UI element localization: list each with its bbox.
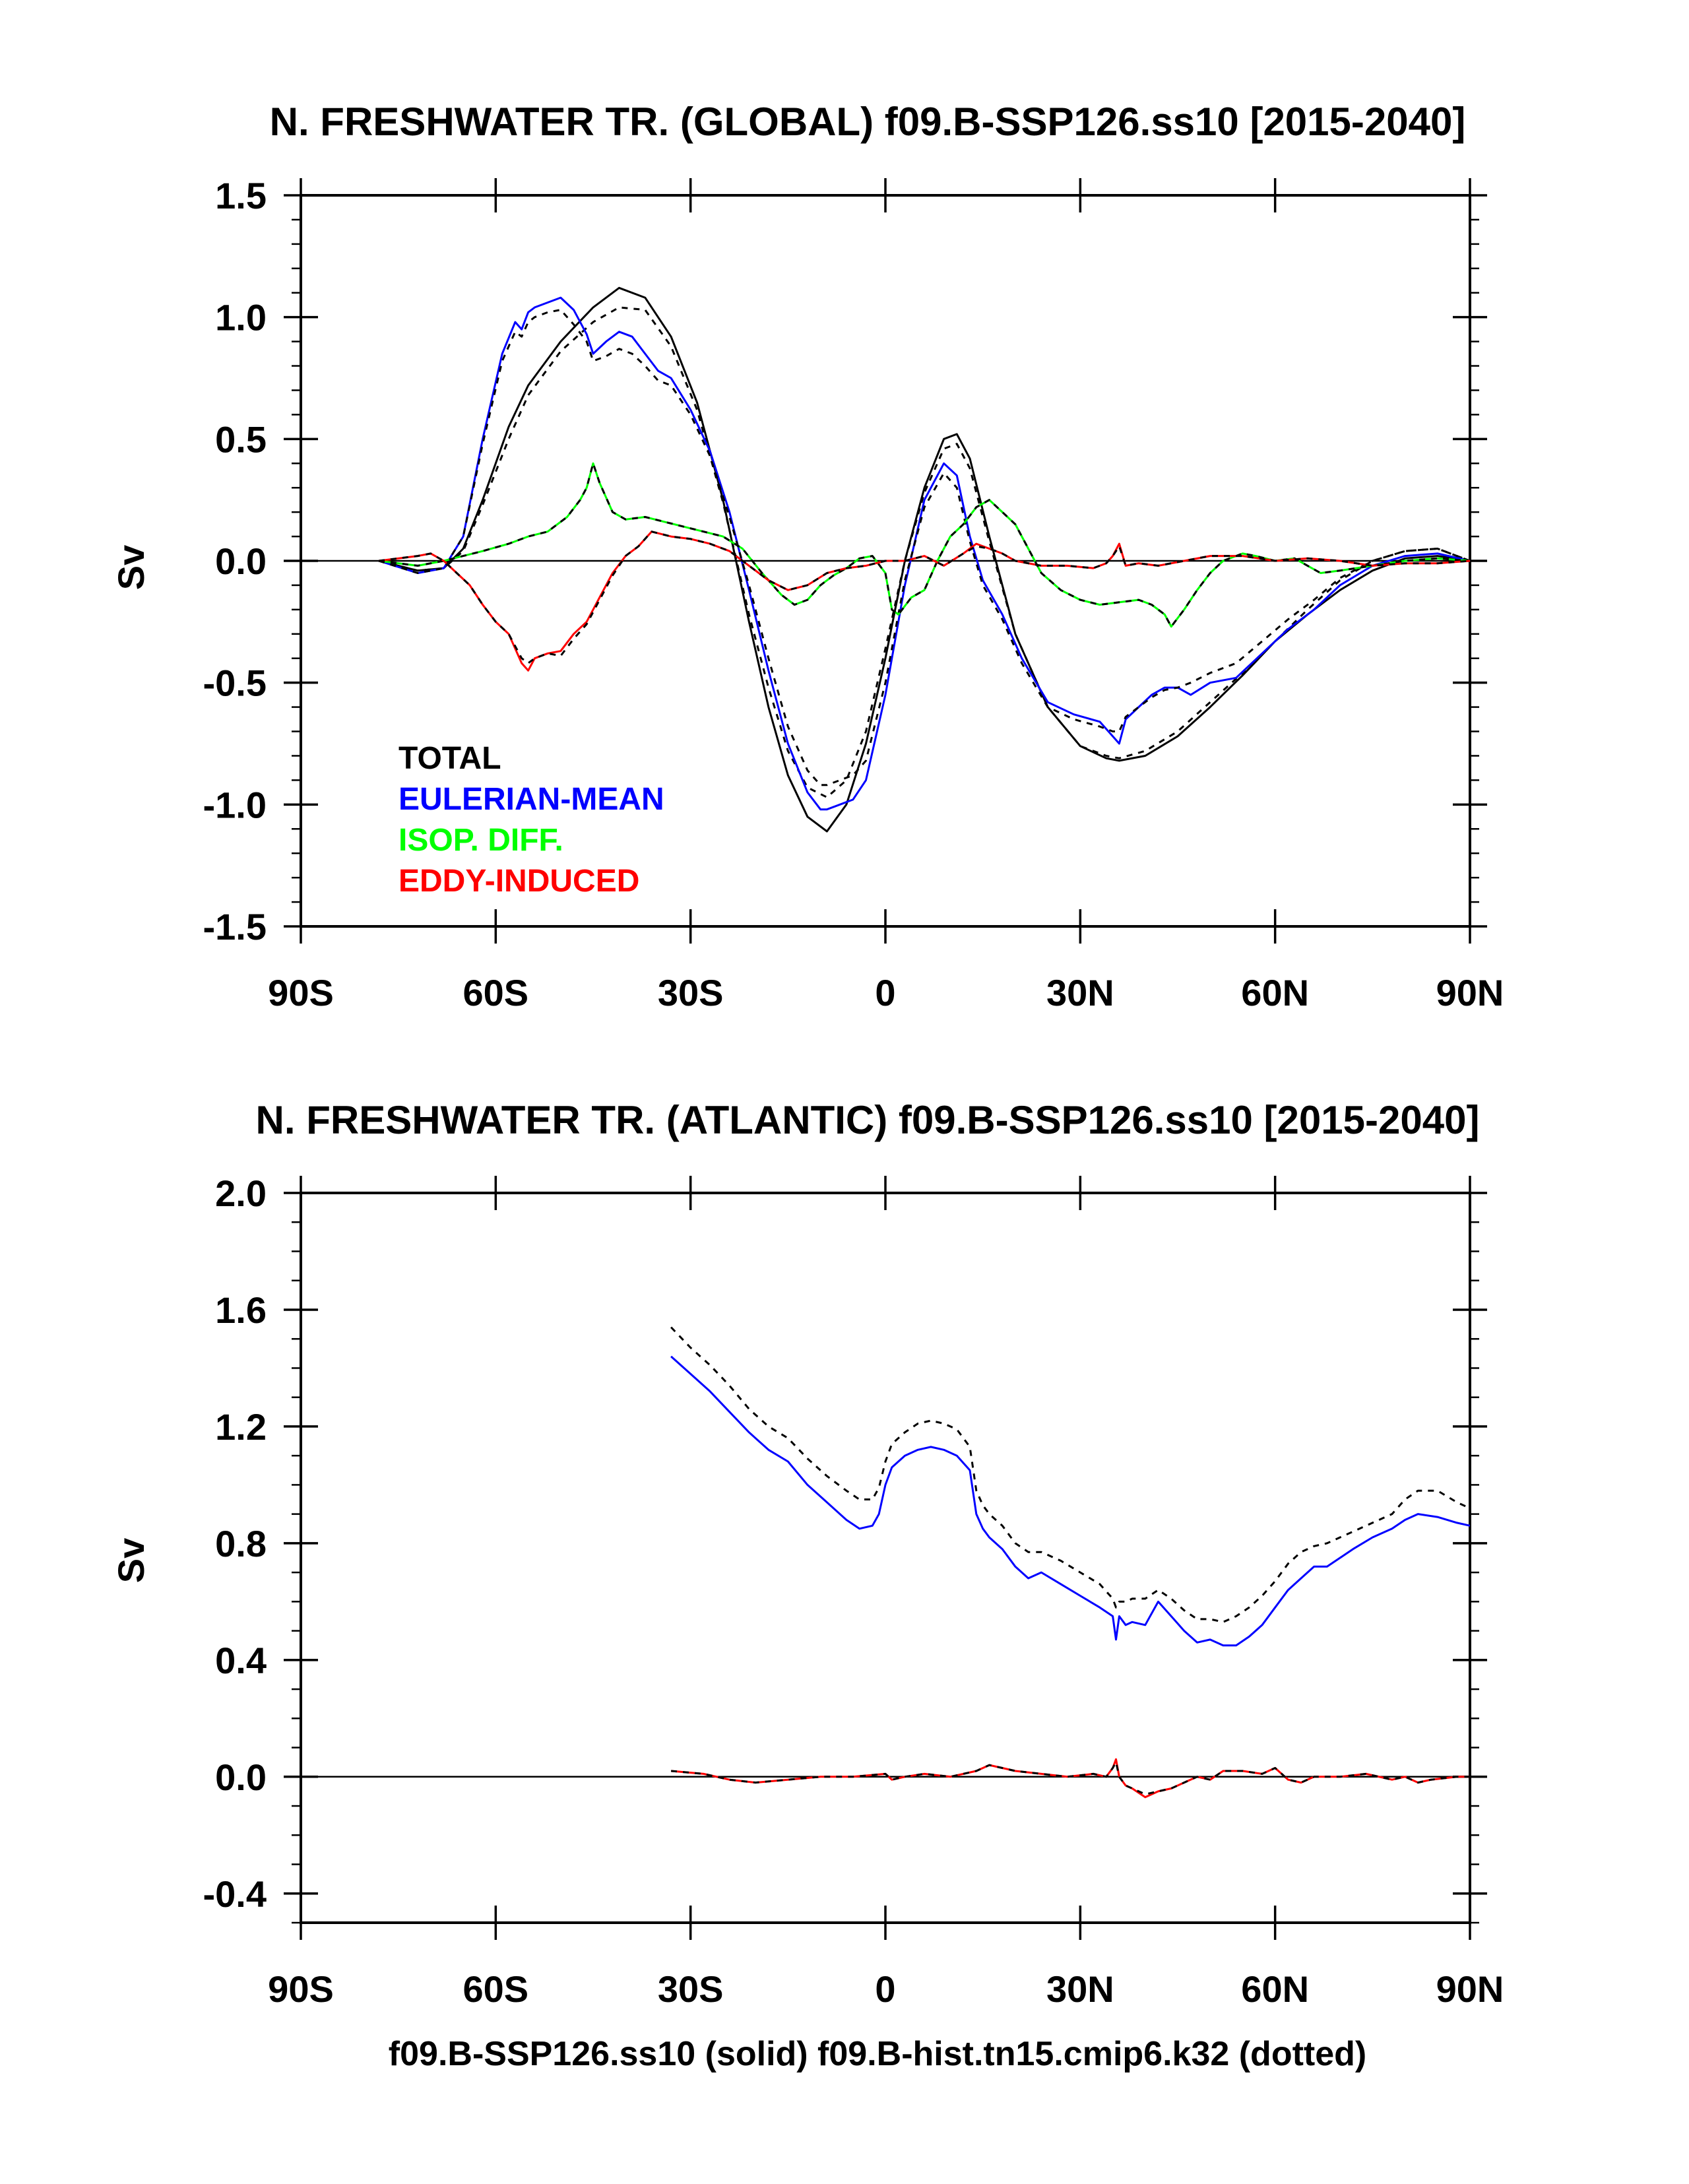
series-line	[378, 309, 1471, 787]
global-chart-ylabel: Sv	[110, 545, 152, 591]
global-chart-axes: 90S 60S 30S 0 30N 60N 90N -1.5 -1.0 -0.5 0.0 0.5 1.0…	[203, 175, 1504, 1013]
x-tick-label: 30S	[658, 1968, 724, 2010]
series-line	[670, 1761, 1470, 1795]
atlantic-chart-ylabel: Sv	[110, 1538, 152, 1584]
y-tick-label: 1.5	[215, 175, 267, 216]
y-tick-label: -1.0	[203, 784, 267, 825]
x-tick-label: 90N	[1436, 972, 1504, 1013]
y-tick-label: 0.8	[215, 1523, 267, 1564]
x-tick-label: 60S	[463, 972, 529, 1013]
series-line	[670, 1326, 1471, 1623]
y-tick-label: 1.6	[215, 1289, 267, 1331]
series-line	[378, 462, 1471, 628]
x-tick-label: 90N	[1436, 1968, 1504, 2010]
series-line	[378, 530, 1471, 664]
y-tick-label: 1.0	[215, 297, 267, 338]
legend-entry: TOTAL	[398, 741, 501, 776]
y-tick-label: 2.0	[215, 1172, 267, 1214]
global-chart-series	[378, 286, 1471, 833]
series-line	[378, 286, 1471, 833]
x-tick-label: 60N	[1241, 1968, 1309, 2010]
series-line	[378, 296, 1471, 811]
x-tick-label: 0	[875, 1968, 895, 2010]
y-tick-label: 0.0	[215, 540, 267, 582]
series-line	[378, 306, 1471, 798]
x-tick-label: 60N	[1241, 972, 1309, 1013]
series-line	[670, 1758, 1470, 1799]
legend-entry: EULERIAN-MEAN	[398, 782, 664, 817]
y-tick-label: -0.4	[203, 1873, 267, 1915]
y-tick-label: 0.0	[215, 1756, 267, 1798]
series-line	[670, 1355, 1471, 1647]
x-tick-label: 60S	[463, 1968, 529, 2010]
y-tick-label: -1.5	[203, 906, 267, 947]
x-tick-label: 90S	[268, 1968, 334, 2010]
x-tick-label: 0	[875, 972, 895, 1013]
x-tick-label: 30N	[1046, 972, 1114, 1013]
series-line	[378, 530, 1471, 672]
y-tick-label: -0.5	[203, 662, 267, 704]
global-chart-legend: TOTAL EULERIAN-MEAN ISOP. DIFF. EDDY-INDUCE…	[398, 741, 664, 899]
x-tick-label: 30S	[658, 972, 724, 1013]
global-chart: N. FRESHWATER TR. (GLOBAL) f09.B-SSP126.…	[110, 100, 1504, 1013]
y-tick-label: 0.4	[215, 1640, 267, 1681]
global-chart-title: N. FRESHWATER TR. (GLOBAL) f09.B-SSP126.…	[270, 100, 1466, 144]
x-tick-label: 90S	[268, 972, 334, 1013]
atlantic-chart: N. FRESHWATER TR. (ATLANTIC) f09.B-SSP12…	[110, 1098, 1504, 2010]
x-tick-label: 30N	[1046, 1968, 1114, 2010]
figure-footer: f09.B-SSP126.ss10 (solid) f09.B-hist.tn1…	[389, 2035, 1366, 2073]
legend-entry: ISOP. DIFF.	[398, 823, 563, 858]
atlantic-chart-series	[670, 1326, 1471, 1799]
atlantic-chart-title: N. FRESHWATER TR. (ATLANTIC) f09.B-SSP12…	[256, 1098, 1480, 1142]
legend-entry: EDDY-INDUCED	[398, 864, 639, 899]
atlantic-chart-axes: 90S 60S 30S 0 30N 60N 90N -0.4 0.0 0.4 0.8 1.2 1.6 2.…	[203, 1172, 1504, 2010]
y-tick-label: 0.5	[215, 418, 267, 460]
y-tick-label: 1.2	[215, 1406, 267, 1448]
